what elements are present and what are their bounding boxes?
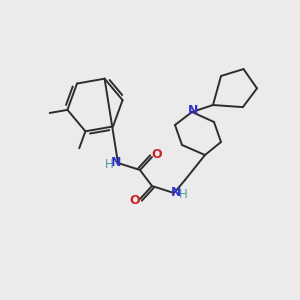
Text: O: O xyxy=(152,148,162,161)
Text: N: N xyxy=(188,104,198,118)
Text: N: N xyxy=(111,155,121,169)
Text: H: H xyxy=(178,188,188,202)
Text: N: N xyxy=(171,185,181,199)
Text: O: O xyxy=(130,194,140,208)
Text: H: H xyxy=(105,158,113,172)
